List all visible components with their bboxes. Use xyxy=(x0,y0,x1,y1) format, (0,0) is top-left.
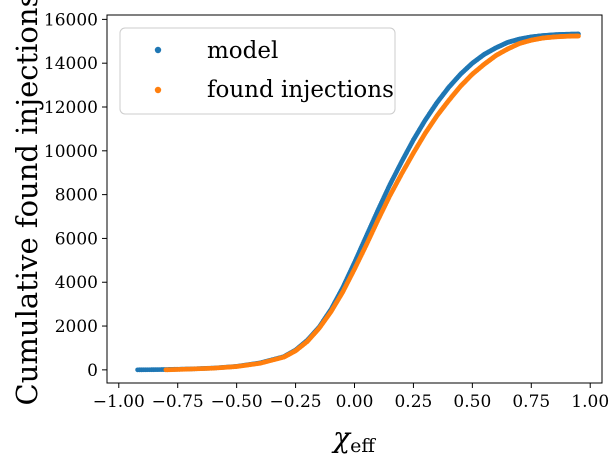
series-layer xyxy=(135,31,581,373)
x-tick-label: −0.50 xyxy=(211,392,263,412)
series-found-injections xyxy=(163,33,581,373)
x-tick-label: 0.00 xyxy=(336,392,374,412)
y-tick-label: 14000 xyxy=(44,54,98,74)
legend-marker-model xyxy=(154,46,162,54)
y-tick-label: 12000 xyxy=(44,98,98,118)
y-tick-label: 10000 xyxy=(44,142,98,162)
legend: model found injections xyxy=(119,27,396,115)
x-tick-label: 0.50 xyxy=(453,392,491,412)
x-axis-title-sub: eff xyxy=(350,435,376,457)
y-tick-label: 2000 xyxy=(55,317,98,337)
legend-label-model: model xyxy=(207,38,278,64)
y-tick-label: 6000 xyxy=(55,229,98,249)
y-tick-label: 16000 xyxy=(44,10,98,30)
x-tick-label: −0.25 xyxy=(270,392,322,412)
y-axis-title: Cumulative found injections xyxy=(10,0,44,405)
x-axis-ticks: −1.00 −0.75 −0.50 −0.25 0.00 0.25 0.50 0.75 1.00 xyxy=(93,383,609,412)
y-tick-label: 8000 xyxy=(55,186,98,206)
x-axis-title-main: χ xyxy=(331,421,352,454)
y-axis-ticks: 0 2000 4000 6000 8000 10000 12000 14000 16000 xyxy=(44,10,107,381)
x-tick-label: 1.00 xyxy=(571,392,609,412)
y-tick-label: 4000 xyxy=(55,273,98,293)
x-tick-label: −1.00 xyxy=(93,392,145,412)
x-tick-label: −0.75 xyxy=(152,392,204,412)
legend-marker-found-injections xyxy=(154,86,162,94)
x-tick-label: 0.75 xyxy=(512,392,550,412)
data-point xyxy=(576,33,581,39)
y-tick-label: 0 xyxy=(87,361,98,381)
legend-box xyxy=(119,27,396,115)
x-tick-label: 0.25 xyxy=(394,392,432,412)
legend-label-found-injections: found injections xyxy=(207,77,394,103)
x-axis-title: χeff xyxy=(331,421,376,457)
